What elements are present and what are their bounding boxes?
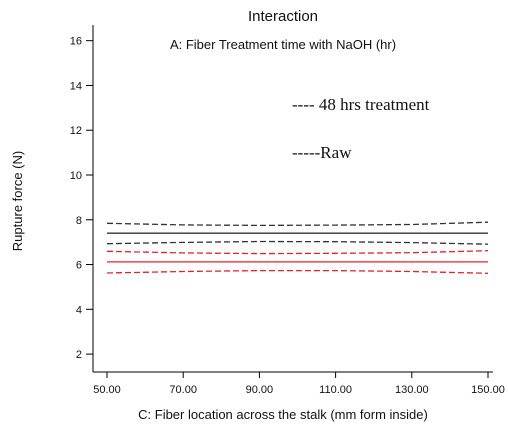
y-axis-label: Rupture force (N) xyxy=(10,151,25,251)
y-ticks: 2 4 6 8 10 12 14 16 xyxy=(70,36,93,361)
series-lines xyxy=(106,221,489,274)
y-tick-label: 16 xyxy=(70,36,82,48)
y-tick-label: 12 xyxy=(70,125,82,137)
chart-title: Interaction xyxy=(248,8,318,25)
y-tick-label: 10 xyxy=(70,170,82,182)
legend-item-raw: -----Raw xyxy=(292,143,352,162)
x-tick-label: 50.00 xyxy=(93,384,121,396)
y-tick-label: 6 xyxy=(76,260,82,272)
legend: ---- 48 hrs treatment -----Raw xyxy=(292,95,430,162)
series-line-48-hrs-treatment-upper xyxy=(106,250,489,255)
series-line-raw-upper xyxy=(106,221,489,227)
x-tick-label: 70.00 xyxy=(169,384,197,396)
x-ticks: 50.00 70.00 90.00 110.00 130.00 150.00 xyxy=(93,372,505,396)
y-tick-label: 4 xyxy=(76,304,82,316)
y-tick-label: 2 xyxy=(76,349,82,361)
series-line-raw-lower xyxy=(106,240,489,245)
chart-subtitle: A: Fiber Treatment time with NaOH (hr) xyxy=(170,37,396,52)
y-tick-label: 14 xyxy=(70,80,82,92)
x-tick-label: 130.00 xyxy=(395,384,429,396)
x-axis-label: C: Fiber location across the stalk (mm f… xyxy=(138,407,428,422)
legend-item-48hrs: ---- 48 hrs treatment xyxy=(292,95,430,114)
x-tick-label: 90.00 xyxy=(246,384,274,396)
x-tick-label: 110.00 xyxy=(319,384,352,396)
x-tick-label: 150.00 xyxy=(471,384,505,396)
series-line-48-hrs-treatment-lower xyxy=(106,269,489,274)
y-tick-label: 8 xyxy=(76,215,82,227)
axes xyxy=(92,25,493,373)
